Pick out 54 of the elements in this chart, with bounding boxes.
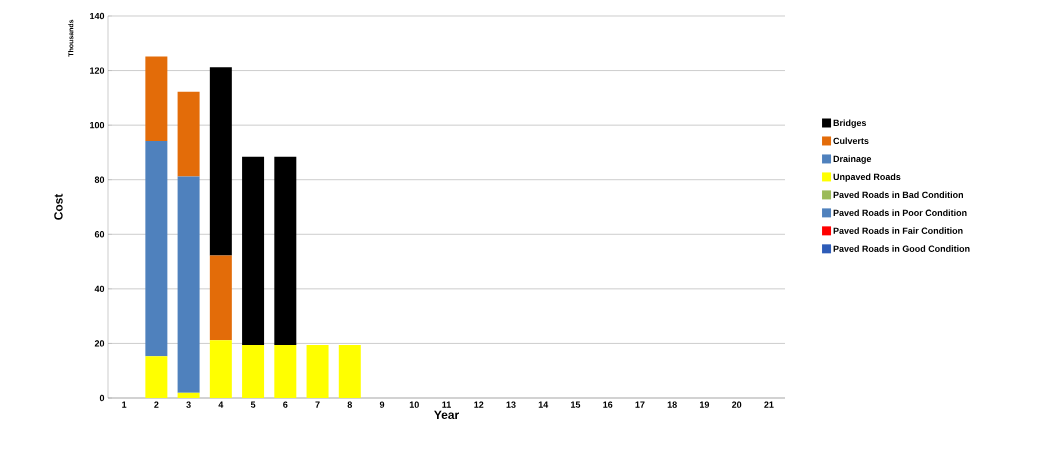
x-tick-label: 2 (154, 401, 159, 408)
y-axis-title: Cost (54, 193, 63, 220)
x-tick-label: 7 (315, 401, 320, 408)
legend-label: Bridges (833, 119, 867, 128)
x-tick-label: 11 (442, 401, 451, 408)
legend-label: Unpaved Roads (833, 173, 901, 182)
y-tick-label: 120 (90, 67, 105, 74)
x-tick-label: 19 (699, 401, 710, 408)
x-tick-label: 20 (731, 401, 742, 408)
x-tick-label: 1 (122, 401, 127, 408)
legend-label: Paved Roads in Poor Condition (833, 209, 967, 216)
x-tick-label: 5 (250, 401, 256, 408)
x-tick-label: 13 (506, 401, 516, 408)
bar (177, 392, 200, 398)
bar (242, 156, 265, 346)
y-tick-label: 0 (99, 394, 105, 402)
legend-label: Paved Roads in Bad Condition (833, 191, 964, 198)
y-tick-label: 80 (94, 176, 105, 183)
y-tick-label: 40 (94, 285, 105, 293)
x-tick-label: 18 (667, 401, 677, 408)
bar (209, 255, 232, 341)
x-tick-label: 14 (538, 401, 549, 408)
bar (177, 176, 200, 393)
bar (242, 345, 265, 398)
x-tick-label: 16 (603, 401, 613, 408)
y-tick-label: 20 (94, 340, 105, 347)
x-tick-label: 12 (474, 401, 484, 408)
x-tick-label: 4 (218, 401, 224, 408)
bar (177, 91, 200, 177)
bar (209, 340, 232, 398)
bar (145, 356, 168, 398)
y-tick-label: 100 (90, 121, 105, 129)
bar (306, 345, 329, 398)
legend-label: Paved Roads in Good Condition (833, 245, 970, 252)
bar (145, 140, 168, 357)
x-tick-label: 8 (347, 401, 353, 408)
bar (274, 345, 297, 398)
bar (338, 345, 361, 398)
x-tick-label: 17 (635, 401, 645, 408)
bar (274, 156, 297, 346)
x-tick-label: 6 (283, 401, 288, 408)
y-tick-label: 60 (94, 231, 105, 238)
legend-label: Drainage (833, 155, 872, 164)
x-tick-label: 3 (186, 401, 191, 408)
x-tick-label: 15 (571, 401, 581, 408)
x-tick-label: 9 (379, 401, 385, 408)
x-tick-label: 10 (409, 401, 419, 408)
y-tick-label: 140 (90, 12, 105, 20)
bar (145, 56, 168, 141)
x-tick-label: 21 (764, 401, 774, 408)
x-axis-title: Year (434, 410, 459, 420)
legend-label: Paved Roads in Fair Condition (833, 227, 963, 234)
bar (209, 67, 232, 256)
legend-label: Culverts (833, 137, 869, 145)
